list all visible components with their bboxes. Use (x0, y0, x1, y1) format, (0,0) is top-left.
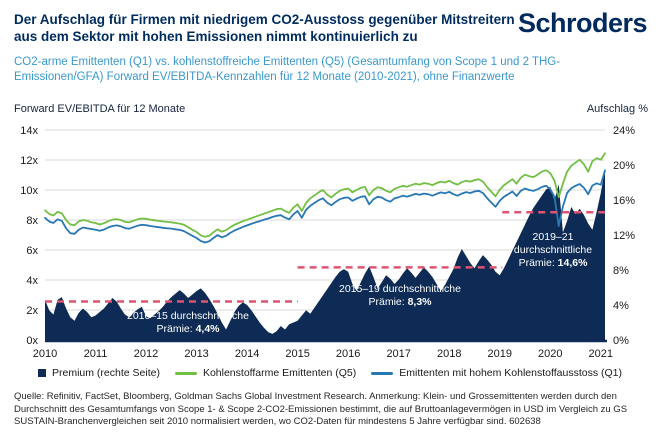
svg-text:2013: 2013 (184, 348, 208, 360)
legend-item-high-carbon: Emittenten mit hohem Kohlenstoffausstoss… (371, 367, 622, 379)
svg-text:8%: 8% (613, 265, 629, 277)
svg-text:2011: 2011 (84, 348, 108, 360)
svg-text:14x: 14x (20, 125, 38, 137)
svg-text:16%: 16% (613, 195, 635, 207)
source-note: Quelle: Refinitiv, FactSet, Bloomberg, G… (14, 391, 628, 427)
svg-text:12x: 12x (20, 155, 38, 167)
legend-label-low-carbon: Kohlenstoffarme Emittenten (Q5) (202, 367, 357, 379)
svg-text:2014: 2014 (235, 348, 259, 360)
chart-subtitle: CO2-arme Emittenten (Q1) vs. kohlenstoff… (14, 56, 561, 83)
legend-item-low-carbon: Kohlenstoffarme Emittenten (Q5) (174, 367, 357, 379)
low-carbon-line-swatch (174, 371, 197, 375)
svg-text:24%: 24% (613, 125, 635, 137)
svg-text:2015: 2015 (285, 348, 309, 360)
svg-text:0x: 0x (26, 335, 38, 347)
svg-text:2010: 2010 (33, 348, 57, 360)
svg-text:2x: 2x (26, 305, 38, 317)
svg-text:20%: 20% (613, 160, 635, 172)
svg-text:10x: 10x (20, 185, 38, 197)
svg-text:8x: 8x (26, 215, 38, 227)
high-carbon-line-swatch (371, 371, 394, 375)
svg-text:4%: 4% (613, 300, 629, 312)
annotation-2010-15: 2010–15 durchschnittliche Prämie: 4,4% (126, 310, 249, 335)
premium-square-swatch (38, 369, 46, 377)
svg-text:2017: 2017 (386, 348, 410, 360)
svg-text:2012: 2012 (134, 348, 158, 360)
annotation-2019-21: 2019–21 durchschnittliche Prämie: 14,6% (513, 231, 593, 269)
annotation-2015-19: 2015–19 durchschnittliche Prämie: 8,3% (338, 283, 461, 308)
schroders-logo: Schroders (517, 8, 648, 38)
svg-text:12%: 12% (613, 230, 635, 242)
svg-text:2019: 2019 (487, 348, 511, 360)
svg-text:2020: 2020 (538, 348, 562, 360)
page-title: Der Aufschlag für Firmen mit niedrigem C… (14, 12, 515, 44)
legend-label-premium: Premium (rechte Seite) (52, 367, 160, 379)
chart-legend: Premium (rechte Seite) Kohlenstoffarme E… (38, 367, 622, 379)
legend-item-premium: Premium (rechte Seite) (38, 367, 160, 379)
right-axis-caption: Aufschlag % (586, 103, 648, 115)
axis-caption-row: Forward EV/EBITDA für 12 Monate Aufschla… (14, 103, 648, 115)
svg-text:6x: 6x (26, 245, 38, 257)
left-axis-caption: Forward EV/EBITDA für 12 Monate (14, 103, 186, 115)
svg-text:2016: 2016 (336, 348, 360, 360)
svg-text:4x: 4x (26, 275, 38, 287)
svg-text:0%: 0% (613, 335, 629, 347)
svg-text:2018: 2018 (437, 348, 461, 360)
svg-text:2021: 2021 (589, 348, 613, 360)
legend-label-high-carbon: Emittenten mit hohem Kohlenstoffausstoss… (399, 367, 622, 379)
